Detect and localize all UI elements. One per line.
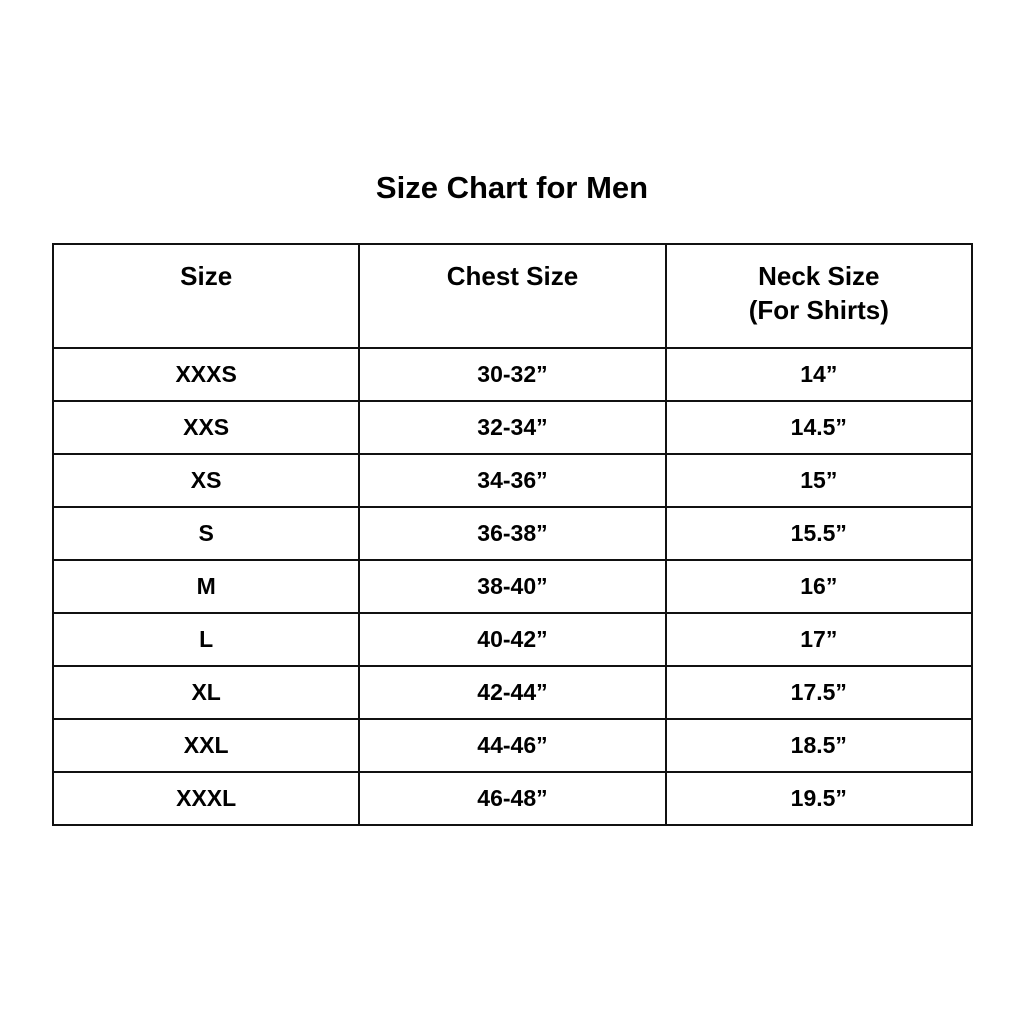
chest-size-cell: 38-40” [358,559,667,614]
header-neck-size: Neck Size (For Shirts) [664,243,974,349]
neck-size-cell: 19.5” [664,771,974,826]
neck-size-cell: 17.5” [664,665,974,720]
neck-size-cell: 15.5” [664,506,974,561]
neck-size-cell: 15” [664,453,974,508]
chest-size-cell: 46-48” [358,771,667,826]
neck-size-cell: 18.5” [664,718,974,773]
size-cell: XXL [51,718,361,773]
size-cell: XL [51,665,361,720]
header-chest-size: Chest Size [358,243,667,349]
size-cell: XXXS [51,347,361,402]
header-row: Size Chest Size Neck Size (For Shirts) [51,243,974,349]
chest-size-cell: 30-32” [358,347,667,402]
size-cell: M [51,559,361,614]
neck-size-cell: 16” [664,559,974,614]
chest-size-cell: 34-36” [358,453,667,508]
header-neck-size-note: (For Shirts) [748,295,889,325]
size-cell: XXS [51,400,361,455]
table-row: XXS 32-34” 14.5” [51,400,974,455]
chest-size-cell: 32-34” [358,400,667,455]
table-row: XXL 44-46” 18.5” [51,718,974,773]
neck-size-cell: 14” [664,347,974,402]
header-neck-size-label: Neck Size [758,261,880,291]
size-chart-table: Size Chest Size Neck Size (For Shirts) XX… [51,243,974,826]
size-cell: S [51,506,361,561]
table-row: XS 34-36” 15” [51,453,974,508]
table-row: M 38-40” 16” [51,559,974,614]
chest-size-cell: 40-42” [358,612,667,667]
table-row: S 36-38” 15.5” [51,506,974,561]
table-row: XXXL 46-48” 19.5” [51,771,974,826]
header-size: Size [51,243,361,349]
chest-size-cell: 42-44” [358,665,667,720]
table-row: XL 42-44” 17.5” [51,665,974,720]
table-row: XXXS 30-32” 14” [51,347,974,402]
neck-size-cell: 14.5” [664,400,974,455]
table-row: L 40-42” 17” [51,612,974,667]
neck-size-cell: 17” [664,612,974,667]
size-cell: L [51,612,361,667]
page-title: Size Chart for Men [375,170,649,205]
size-cell: XXXL [51,771,361,826]
chest-size-cell: 44-46” [358,718,667,773]
size-cell: XS [51,453,361,508]
chest-size-cell: 36-38” [358,506,667,561]
